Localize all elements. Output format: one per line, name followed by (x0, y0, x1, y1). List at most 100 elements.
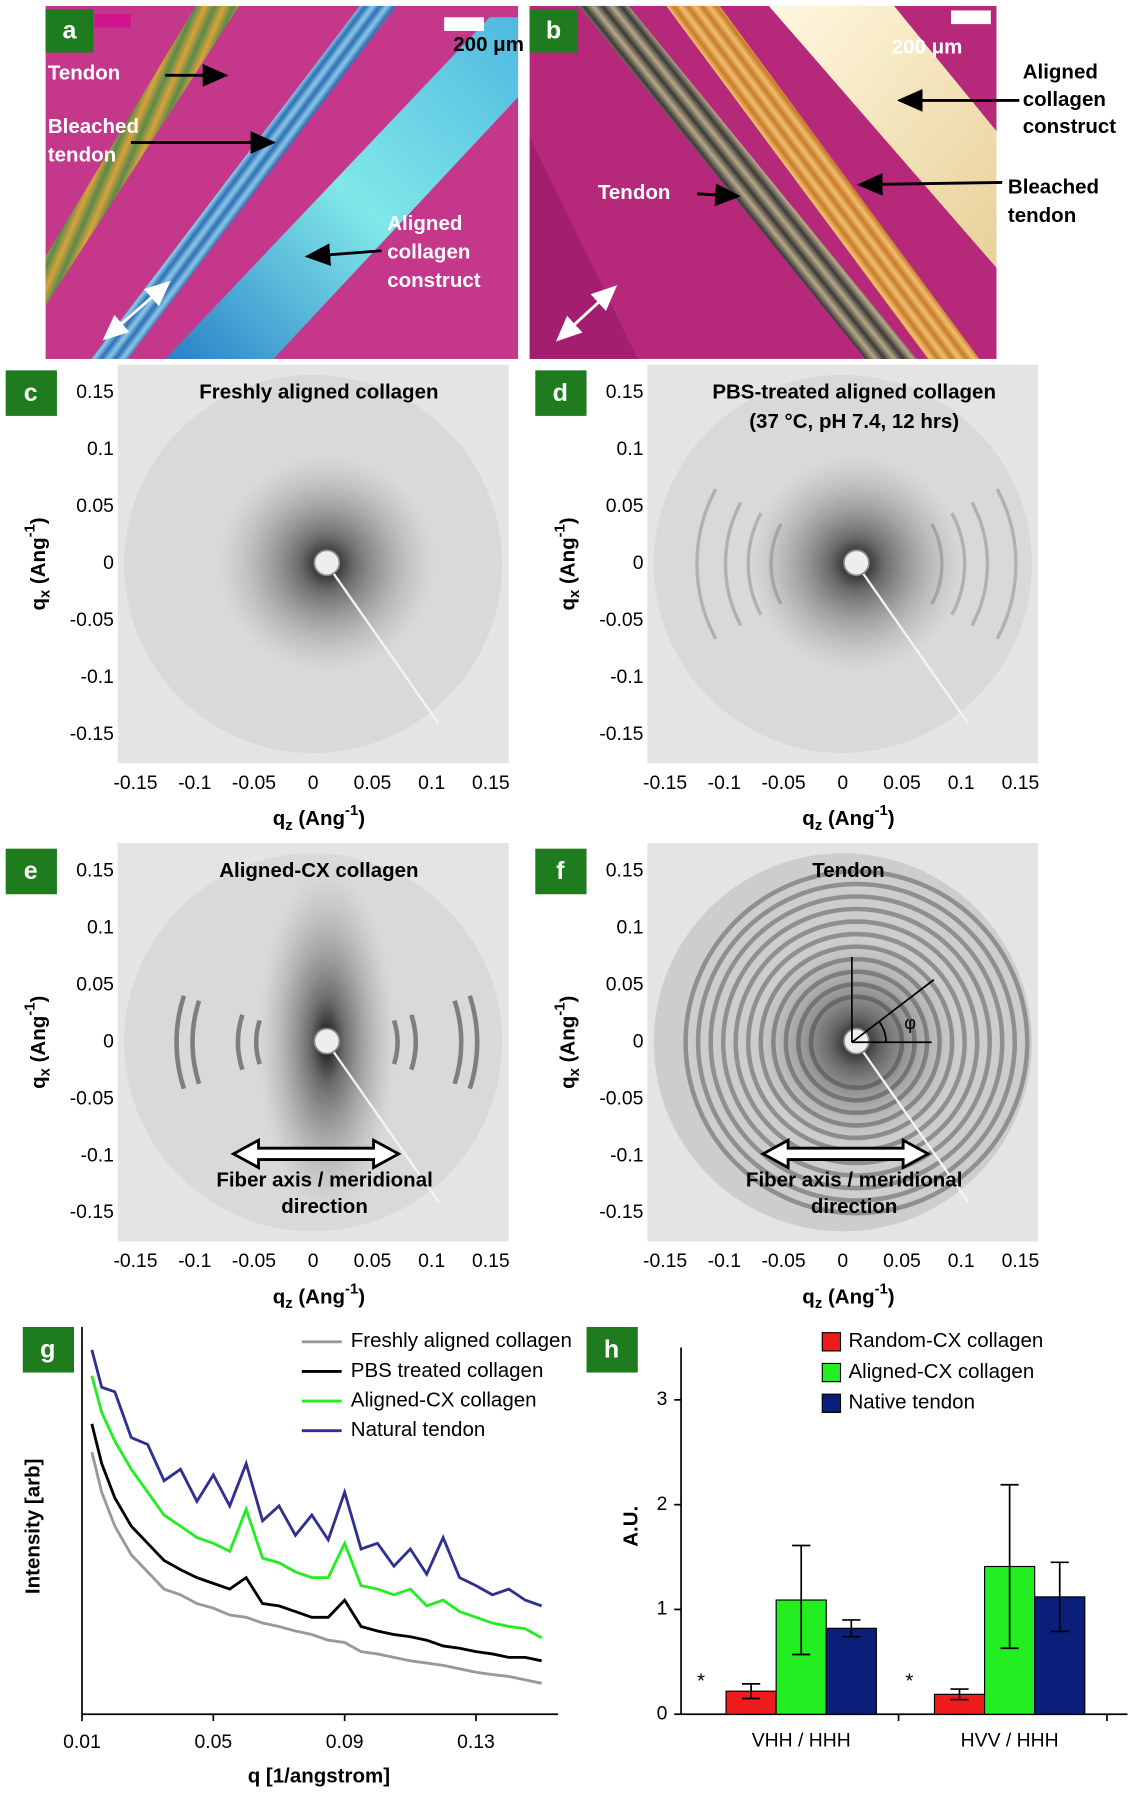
y-tick-label: -0.05 (70, 609, 114, 631)
axis-label: qx(Ang-1) (23, 996, 54, 1089)
axis-label-part: z (815, 1296, 822, 1312)
y-axis-label: A.U. (620, 1506, 643, 1547)
y-tick-label: -0.15 (599, 1201, 643, 1223)
legend-label: Natural tendon (351, 1418, 485, 1441)
x-tick-label: -0.05 (761, 1250, 805, 1272)
axis-label-part: x (37, 589, 53, 598)
axis-label: qz(Ang-1) (273, 803, 365, 834)
x-tick-label: 0 (308, 1250, 319, 1272)
y-tick-label: -0.05 (599, 609, 643, 631)
legend-label: Random-CX collagen (848, 1329, 1043, 1352)
legend-swatch (822, 1394, 840, 1412)
page: {"photos": [ {"panel": "a", "scale_bar":… (0, 0, 1148, 1793)
y-tick-label: 0 (103, 1030, 114, 1052)
photo-label: Aligned (1023, 61, 1098, 84)
y-tick-label: -0.1 (610, 1144, 643, 1166)
y-tick-label: 0.05 (606, 495, 644, 517)
y-tick-label: -0.15 (70, 1201, 114, 1223)
legend-label: Native tendon (848, 1391, 975, 1414)
x-axis-label: q [1/angstrom] (248, 1764, 390, 1787)
axis-label: qz(Ang-1) (802, 1281, 894, 1312)
axis-label-part: ) (888, 808, 895, 831)
y-tick-label: 0 (103, 552, 114, 574)
x-tick-label: -0.1 (178, 772, 211, 794)
y-tick-label: 0.05 (76, 495, 114, 517)
axis-label: qx(Ang-1) (552, 996, 583, 1089)
y-tick-label: 0.1 (87, 438, 114, 460)
photo-label: tendon (1008, 204, 1076, 227)
legend-label: Freshly aligned collagen (351, 1329, 572, 1352)
axis-label-part: q (802, 808, 815, 831)
x-tick-label: 0.15 (1002, 772, 1040, 794)
series-line (92, 1424, 542, 1661)
photo-label: Tendon (598, 181, 671, 204)
axis-label-part: q (557, 598, 580, 611)
y-tick-label: 0.15 (606, 860, 644, 882)
scale-bar-label: 200 μm (892, 35, 963, 58)
beamstop (314, 550, 339, 575)
axis-label-part: z (285, 818, 292, 834)
annotation: * (697, 1670, 705, 1693)
y-axis-label: Intensity [arb] (22, 1459, 45, 1595)
axis-label-part: q (27, 1076, 50, 1089)
x-tick-label: 0.15 (1002, 1250, 1040, 1272)
axis-label-part: -1 (552, 524, 568, 537)
axis-label-part: z (815, 818, 822, 834)
axis-label-part: q (802, 1286, 815, 1309)
x-tick-label: 0 (837, 772, 848, 794)
bar (826, 1628, 876, 1714)
photo-label: Aligned (387, 212, 462, 235)
photo-label: tendon (48, 144, 116, 167)
scale-bar-label: 200 μm (453, 33, 524, 56)
x-tick-label: 0.1 (948, 772, 975, 794)
beamstop (314, 1029, 339, 1054)
x-tick-label: 0.05 (194, 1731, 232, 1753)
y-tick-label: 0 (633, 552, 644, 574)
axis-label-part: -1 (875, 803, 888, 819)
legend-swatch (822, 1333, 840, 1351)
axis-label-part: q (27, 598, 50, 611)
axis-label: qz(Ang-1) (273, 1281, 365, 1312)
y-tick-label: -0.1 (610, 666, 643, 688)
x-tick-label: HVV / HHH (961, 1730, 1059, 1752)
axis-label-part: ) (27, 996, 50, 1003)
x-tick-label: -0.05 (232, 1250, 276, 1272)
y-tick-label: 0.05 (76, 973, 114, 995)
axis-label-part: (Ang (557, 1016, 580, 1063)
axis-label-part: -1 (875, 1281, 888, 1297)
legend-swatch (822, 1363, 840, 1381)
x-tick-label: -0.15 (643, 1250, 687, 1272)
panel-label: c (24, 379, 38, 407)
photo-label: Bleached (48, 115, 139, 138)
legend-label: Aligned-CX collagen (848, 1360, 1034, 1383)
axis-label-part: x (567, 589, 583, 598)
y-tick-label: -0.05 (599, 1087, 643, 1109)
axis-label-part: -1 (345, 1281, 358, 1297)
axis-label-part: q (557, 1076, 580, 1089)
photo-label: collagen (1023, 88, 1106, 111)
axis-label-part: q (273, 1286, 286, 1309)
panel-label: g (40, 1336, 55, 1364)
y-tick-label: 0.15 (76, 860, 114, 882)
y-tick-label: -0.1 (81, 1144, 114, 1166)
y-tick-label: 0.1 (617, 916, 644, 938)
annotation: Fiber axis / meridional (746, 1169, 962, 1192)
photo-label: collagen (387, 240, 470, 263)
x-tick-label: 0.05 (883, 772, 921, 794)
axis-label-part: (Ang (557, 537, 580, 584)
photo-a (46, 6, 519, 359)
x-tick-label: 0 (308, 772, 319, 794)
x-tick-label: -0.15 (643, 772, 687, 794)
y-tick-label: -0.1 (81, 666, 114, 688)
panel-label: e (24, 857, 38, 885)
photo-label: construct (387, 269, 481, 292)
panel-title: Aligned-CX collagen (219, 859, 418, 882)
y-tick-label: 0.1 (87, 916, 114, 938)
x-tick-label: 0.05 (354, 772, 392, 794)
axis-label-part: (Ang (298, 808, 345, 831)
annotation: direction (281, 1195, 368, 1218)
axis-label-part: x (37, 1067, 53, 1076)
series-line (92, 1452, 542, 1683)
axis-label-part: q (273, 808, 286, 831)
x-tick-label: 0.05 (354, 1250, 392, 1272)
